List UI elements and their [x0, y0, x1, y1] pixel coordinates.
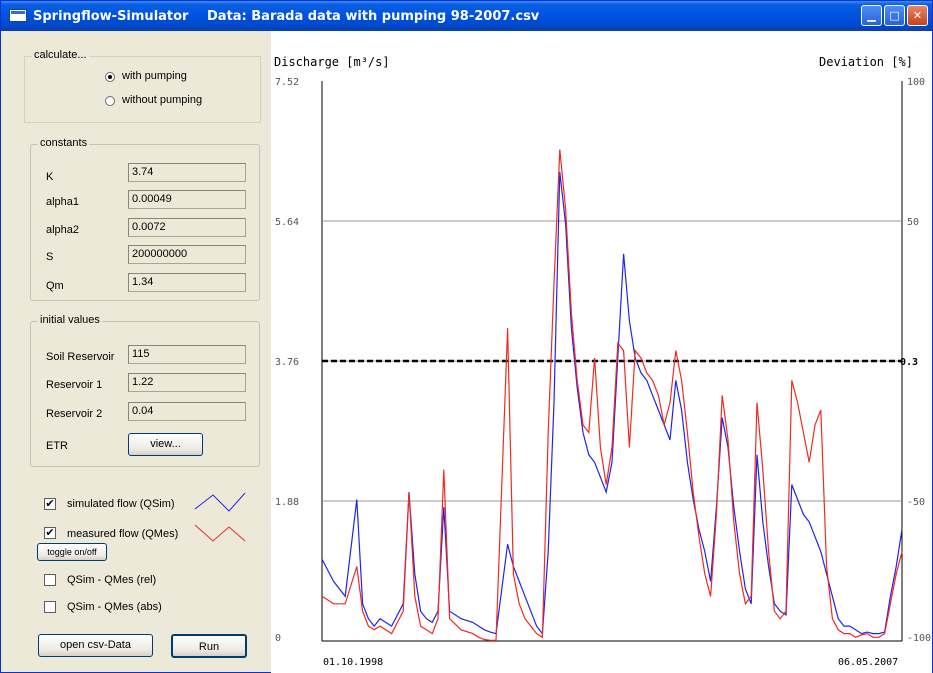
initial-values-group-label: initial values — [38, 314, 102, 326]
y-axis-right-label: Deviation [%] — [819, 55, 913, 69]
constant-alpha2-label: alpha2 — [46, 224, 80, 236]
simulated-flow-checkbox[interactable]: ✔ — [44, 498, 56, 510]
y-tick-left-label: 1.88 — [275, 497, 299, 508]
constants-group: constants — [30, 137, 260, 301]
measured-flow-line — [321, 149, 903, 641]
simulated-flow-line — [321, 171, 903, 636]
simulated-flow-legend-icon — [194, 492, 246, 512]
discharge-chart: Discharge [m³/s] Deviation [%] 7.52 100 5.… — [271, 31, 932, 673]
calculate-group: calculate... with pumping without pumpin… — [24, 49, 261, 123]
qsim-qmes-rel-checkbox[interactable] — [44, 574, 56, 586]
x-start-label: 01.10.1998 — [323, 657, 383, 668]
reservoir-2-field[interactable]: 0.04 — [128, 402, 246, 421]
y-tick-left-label: 5.64 — [275, 217, 299, 228]
etr-view-button[interactable]: view... — [128, 433, 203, 456]
constant-qm-field[interactable]: 1.34 — [128, 273, 246, 292]
title-bar[interactable]: Springflow-Simulator Data: Barada data w… — [1, 1, 932, 31]
reservoir-1-field[interactable]: 1.22 — [128, 373, 246, 392]
constant-alpha1-label: alpha1 — [46, 196, 80, 208]
y-tick-left-label: 0 — [275, 633, 281, 644]
constant-alpha1-field[interactable]: 0.00049 — [128, 190, 246, 209]
maximize-button[interactable]: □ — [884, 5, 905, 26]
chart-lines — [321, 149, 903, 641]
etr-label: ETR — [46, 440, 68, 452]
data-file-title: Data: Barada data with pumping 98-2007.c… — [207, 9, 540, 24]
simulated-flow-label[interactable]: simulated flow (QSim) — [67, 498, 175, 510]
constant-s-field[interactable]: 200000000 — [128, 245, 246, 264]
y-tick-left-label: 7.52 — [275, 77, 299, 88]
y-tick-right-label: 50 — [907, 217, 919, 228]
calculate-group-label: calculate... — [32, 49, 89, 61]
y-axis-left-label: Discharge [m³/s] — [274, 55, 390, 69]
y-tick-right-label: 100 — [907, 77, 925, 88]
constants-group-label: constants — [38, 137, 90, 149]
y-tick-right-label: -50 — [907, 497, 925, 508]
qsim-qmes-abs-checkbox[interactable] — [44, 601, 56, 613]
soil-reservoir-field[interactable]: 115 — [128, 345, 246, 364]
open-csv-button[interactable]: open csv-Data — [38, 634, 153, 657]
qsim-qmes-abs-label[interactable]: QSim - QMes (abs) — [67, 601, 162, 613]
simulated-flow-legend-line — [194, 492, 246, 512]
close-icon: ✕ — [912, 9, 923, 22]
soil-reservoir-label: Soil Reservoir — [46, 351, 115, 363]
control-panel: calculate... with pumping without pumpin… — [1, 31, 269, 673]
check-icon: ✔ — [45, 498, 55, 510]
run-button[interactable]: Run — [171, 634, 247, 658]
constant-qm-label: Qm — [46, 280, 64, 292]
y-tick-right-label: -100 — [907, 633, 931, 644]
measured-flow-legend-icon — [194, 524, 246, 542]
with-pumping-radio[interactable] — [105, 72, 115, 82]
y-tick-right-label: 0.3 — [900, 357, 918, 368]
close-button[interactable]: ✕ — [907, 5, 928, 26]
reservoir-1-label: Reservoir 1 — [46, 379, 103, 391]
constant-k-label: K — [46, 171, 54, 183]
maximize-icon: □ — [889, 9, 900, 22]
constant-s-label: S — [46, 251, 54, 263]
without-pumping-label[interactable]: without pumping — [122, 94, 203, 106]
with-pumping-label[interactable]: with pumping — [122, 70, 187, 82]
reservoir-2-label: Reservoir 2 — [46, 408, 103, 420]
measured-flow-label[interactable]: measured flow (QMes) — [67, 528, 179, 540]
chart-svg: Discharge [m³/s] Deviation [%] 7.52 100 5.… — [274, 55, 931, 668]
measured-flow-legend-line — [194, 524, 246, 542]
app-icon — [9, 9, 27, 22]
x-end-label: 06.05.2007 — [838, 657, 898, 668]
minimize-button[interactable]: ▁ — [861, 5, 882, 26]
y-tick-left-label: 3.76 — [275, 357, 299, 368]
minimize-icon: ▁ — [867, 9, 876, 22]
qsim-qmes-rel-label[interactable]: QSim - QMes (rel) — [67, 574, 157, 586]
toggle-on-off-button[interactable]: toggle on/off — [37, 543, 107, 561]
without-pumping-radio[interactable] — [105, 96, 115, 106]
initial-values-group: initial values — [30, 314, 260, 467]
constant-alpha2-field[interactable]: 0.0072 — [128, 218, 246, 237]
measured-flow-checkbox[interactable]: ✔ — [44, 527, 56, 539]
app-title: Springflow-Simulator — [33, 9, 189, 24]
check-icon: ✔ — [45, 527, 55, 539]
constant-k-field[interactable]: 3.74 — [128, 163, 246, 182]
chart-ticks: 7.52 100 5.64 50 3.76 0.3 1.88 -50 0 -100 — [275, 77, 931, 644]
